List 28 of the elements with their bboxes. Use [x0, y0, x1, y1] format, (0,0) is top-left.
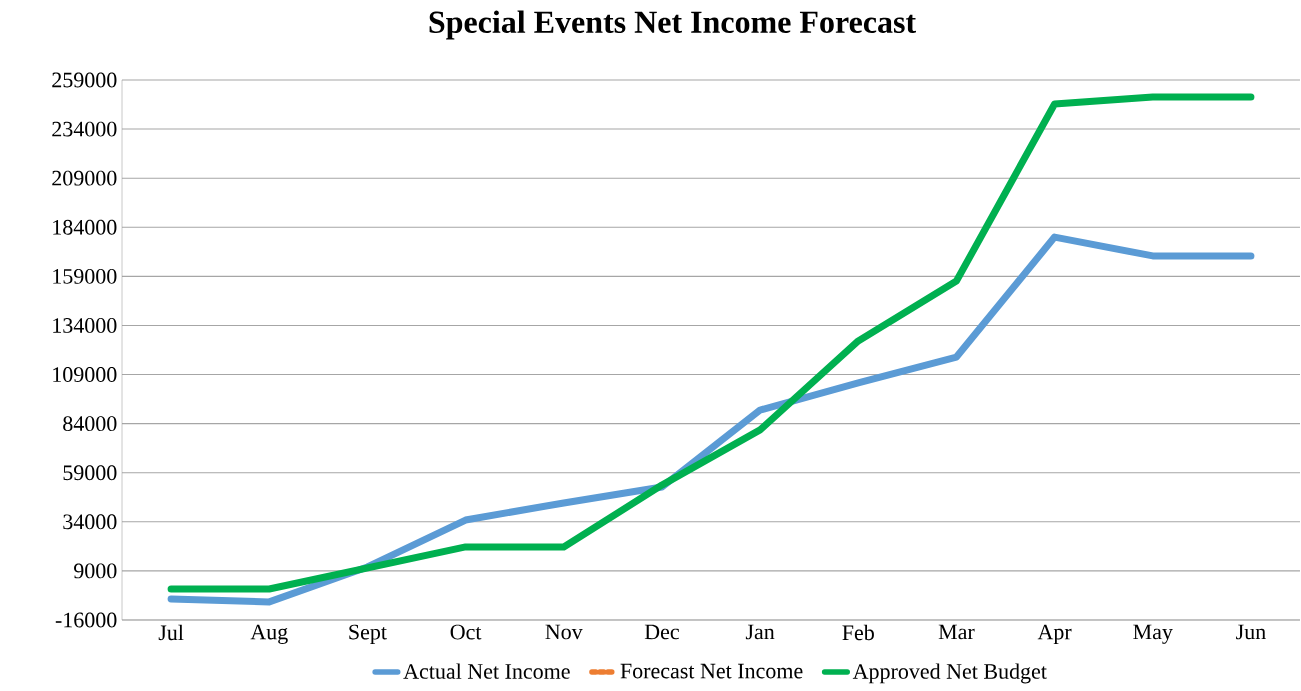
x-tick-label: Feb — [842, 624, 874, 641]
x-tick-label: Jul — [158, 624, 184, 641]
chart-title: Special Events Net Income Forecast — [429, 10, 916, 40]
y-tick-label: 34000 — [63, 514, 117, 530]
legend-label: Approved Net Budget — [852, 663, 1047, 684]
x-tick-label: Mar — [938, 624, 975, 640]
legend-label: Actual Net Income — [403, 663, 570, 679]
x-tick-label: Apr — [1037, 624, 1072, 644]
x-tick-label: Sept — [349, 624, 387, 644]
x-tick-label: Aug — [250, 624, 288, 644]
x-tick-label: Jan — [745, 624, 775, 640]
x-tick-label: May — [1133, 624, 1173, 644]
legend-label: Forecast Net Income — [620, 663, 803, 679]
y-tick-label: 259000 — [52, 72, 117, 88]
y-tick-label: 84000 — [63, 416, 117, 432]
y-tick-label: 109000 — [53, 367, 117, 382]
y-tick-label: 184000 — [53, 219, 117, 235]
x-tick-label: Oct — [450, 624, 482, 640]
y-tick-label: 209000 — [52, 170, 117, 186]
x-tick-label: Jun — [1236, 624, 1266, 640]
y-tick-label: -16000 — [55, 612, 117, 628]
x-tick-label: Nov — [545, 624, 583, 640]
y-tick-label: 9000 — [74, 563, 117, 579]
y-tick-label: 159000 — [53, 268, 117, 284]
y-tick-label: 134000 — [53, 318, 117, 333]
y-tick-label: 59000 — [63, 465, 117, 481]
x-tick-label: Dec — [644, 624, 679, 640]
y-tick-label: 234000 — [52, 121, 117, 137]
